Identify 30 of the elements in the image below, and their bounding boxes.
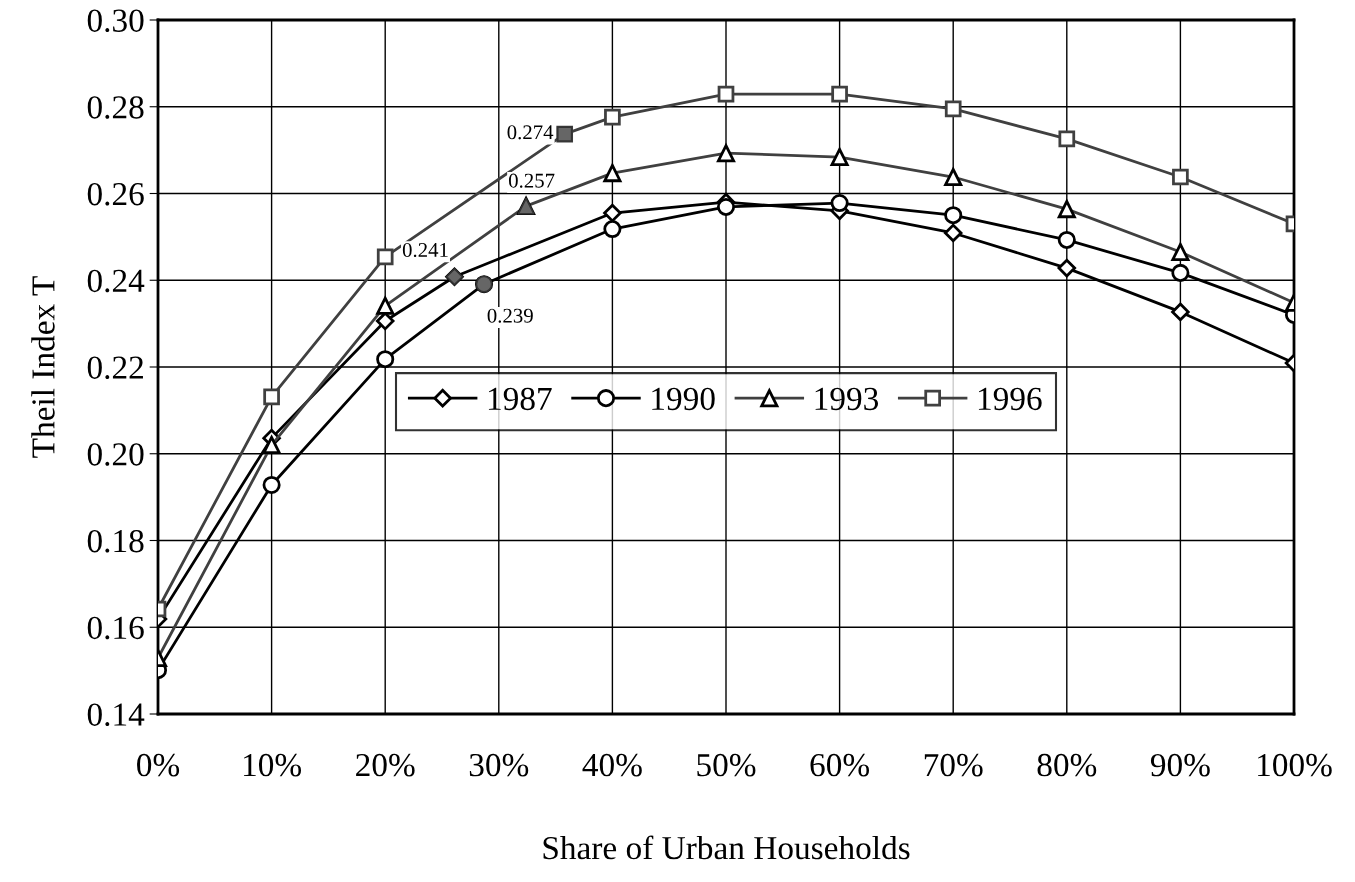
annotation: 0.239 xyxy=(487,308,533,323)
legend-label: 1990 xyxy=(652,387,715,411)
x-tick-label: 70% xyxy=(924,753,983,777)
x-tick-label: 20% xyxy=(356,753,415,777)
x-tick-label: 50% xyxy=(697,753,756,777)
x-tick-label: 80% xyxy=(1037,753,1097,777)
y-tick-label: 0.16 xyxy=(87,616,144,640)
x-tick-label: 40% xyxy=(582,753,642,777)
x-tick-label: 30% xyxy=(469,753,529,777)
y-tick-label: 0.14 xyxy=(87,703,145,727)
x-tick-label: 0% xyxy=(137,753,180,777)
x-tick-label: 90% xyxy=(1150,753,1210,777)
annotation: 0.241 xyxy=(402,242,448,258)
x-axis-title: Share of Urban Households xyxy=(543,835,910,860)
annotation: 0.274 xyxy=(507,125,554,140)
y-tick-label: 0.26 xyxy=(87,182,144,206)
y-tick-label: 0.30 xyxy=(87,9,144,33)
annotation: 0.257 xyxy=(508,173,555,188)
y-axis-title: Theil Index T xyxy=(31,276,55,458)
legend-label: 1987 xyxy=(488,387,552,411)
y-tick-label: 0.18 xyxy=(87,529,144,553)
legend-label: 1993 xyxy=(815,387,879,411)
x-tick-label: 100% xyxy=(1258,753,1332,777)
x-tick-label: 60% xyxy=(810,753,870,777)
y-tick-label: 0.20 xyxy=(87,443,144,466)
y-tick-label: 0.28 xyxy=(87,96,144,119)
y-tick-label: 0.24 xyxy=(87,269,145,293)
x-tick-label: 10% xyxy=(243,753,302,777)
y-tick-label: 0.22 xyxy=(87,356,143,380)
legend-label: 1996 xyxy=(978,387,1042,411)
